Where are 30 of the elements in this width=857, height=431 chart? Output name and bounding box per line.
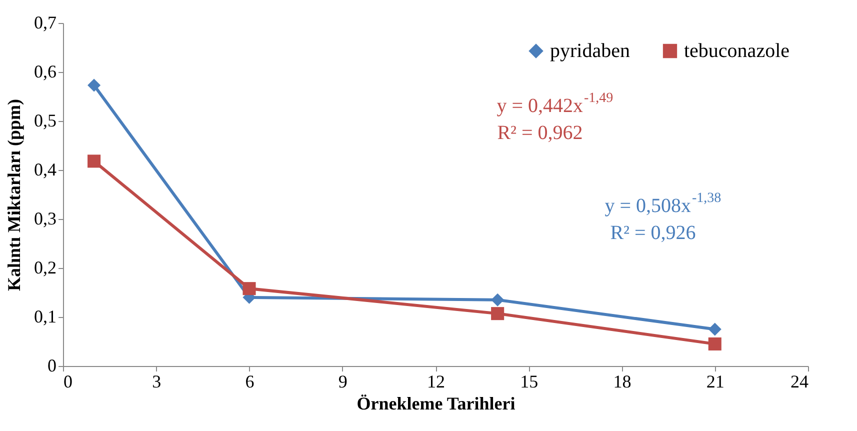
point xyxy=(708,337,722,350)
y-axis-title: Kalıntı Miktarları (ppm) xyxy=(4,99,24,291)
y-tick-label: 0,6 xyxy=(34,62,56,82)
x-axis-title: Örnekleme Tarihleri xyxy=(356,394,516,414)
x-tick-label: 3 xyxy=(152,372,162,392)
x-tick-label: 12 xyxy=(427,372,445,392)
x-tick-label: 9 xyxy=(338,372,348,392)
x-tick-label: 21 xyxy=(706,372,724,392)
x-tick-label: 18 xyxy=(613,372,632,392)
y-tick-label: 0,3 xyxy=(34,208,56,228)
legend-label: pyridaben xyxy=(550,40,630,62)
y-tick-label: 0,2 xyxy=(34,258,56,278)
x-tick-label: 15 xyxy=(520,372,538,392)
x-tick-label: 6 xyxy=(245,372,254,392)
annotation: R² = 0,962 xyxy=(497,122,583,144)
y-tick-label: 0,4 xyxy=(34,160,56,180)
x-tick-label: 0 xyxy=(64,372,72,392)
y-tick-label: 0 xyxy=(48,356,56,376)
y-tick-label: 0,7 xyxy=(34,12,56,32)
y-tick-label: 0,5 xyxy=(34,110,56,130)
point xyxy=(491,293,504,306)
legend-label: tebuconazole xyxy=(684,40,790,62)
point xyxy=(88,154,101,168)
annotation: R² = 0,926 xyxy=(610,222,696,244)
point xyxy=(708,322,722,336)
y-tick-label: 0,1 xyxy=(34,306,56,326)
x-tick-label: 24 xyxy=(790,372,808,392)
point xyxy=(491,307,504,320)
point xyxy=(88,78,101,92)
point xyxy=(242,282,256,296)
